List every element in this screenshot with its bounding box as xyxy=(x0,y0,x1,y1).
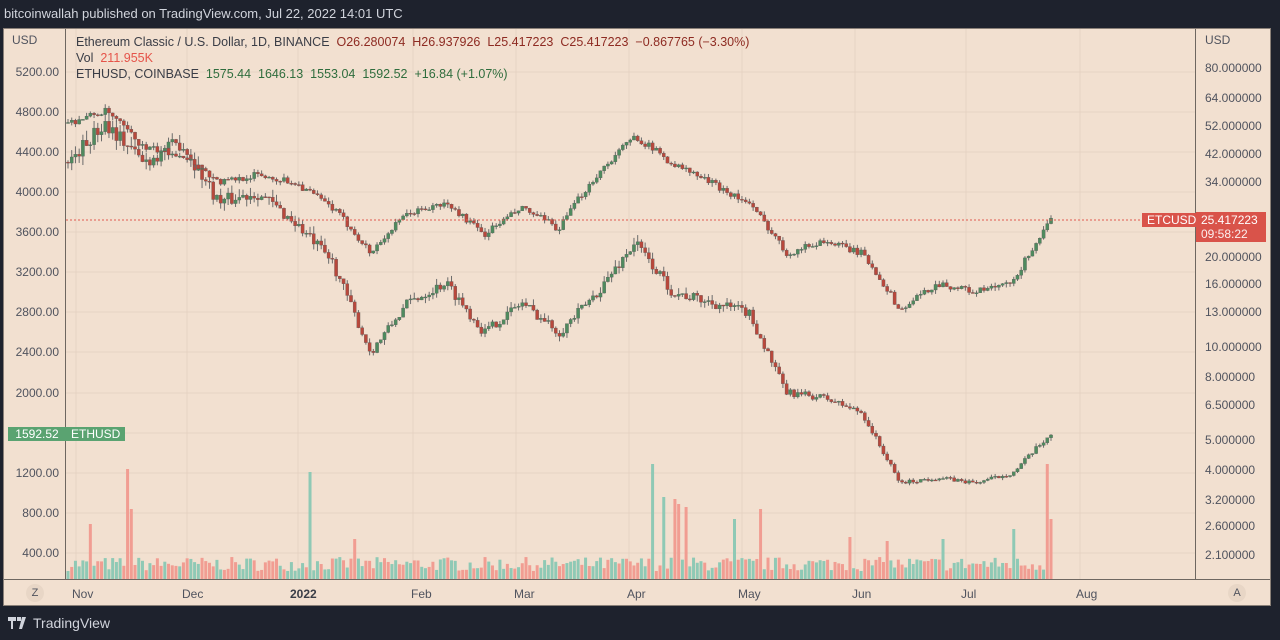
left-axis-label: 2400.00 xyxy=(15,345,59,359)
left-axis-label: 1200.00 xyxy=(15,466,59,480)
right-axis-label: 8.000000 xyxy=(1205,370,1256,384)
etc-bar-countdown: 09:58:22 xyxy=(1201,227,1248,241)
publish-header: bitcoinwallah published on TradingView.c… xyxy=(0,0,1280,28)
right-axis-label: 6.500000 xyxy=(1205,398,1256,412)
right-axis-label: 52.000000 xyxy=(1205,119,1262,133)
etc-last-price: 25.417223 xyxy=(1201,213,1258,227)
left-axis-label: 3600.00 xyxy=(15,225,59,239)
left-axis-label: 4400.00 xyxy=(15,145,59,159)
volume-legend-row: Vol 211.955K xyxy=(76,50,749,66)
etc-low: L25.417223 xyxy=(487,35,554,49)
right-price-axis[interactable]: USD 80.000000 64.000000 52.000000 42.000… xyxy=(1195,29,1270,579)
time-label: Mar xyxy=(514,587,535,601)
volume-value: 211.955K xyxy=(100,51,153,65)
candlestick-plot[interactable] xyxy=(66,29,1195,579)
time-label: 2022 xyxy=(290,587,317,601)
tradingview-logo-icon xyxy=(8,617,26,629)
left-price-axis[interactable]: USD 5200.00 4800.00 4400.00 4000.00 3600… xyxy=(4,29,66,579)
left-axis-label: 800.00 xyxy=(22,506,59,520)
right-axis-label: 2.600000 xyxy=(1205,519,1256,533)
brand-name: TradingView xyxy=(33,615,111,631)
etc-last-price-tag: 25.417223 09:58:22 xyxy=(1196,212,1266,242)
eth-symbol-tag: ETHUSD xyxy=(66,427,126,441)
chart-pane[interactable]: Ethereum Classic / U.S. Dollar, 1D, BINA… xyxy=(66,29,1202,579)
time-axis[interactable]: Z Nov Dec 2022 Feb Mar Apr May Jun Jul A… xyxy=(4,579,1270,605)
eth-close: 1592.52 xyxy=(362,67,408,81)
left-axis-label: 4000.00 xyxy=(15,185,59,199)
etc-legend-row: Ethereum Classic / U.S. Dollar, 1D, BINA… xyxy=(76,34,749,50)
right-axis-label: 3.200000 xyxy=(1205,493,1256,507)
chart-frame: USD 5200.00 4800.00 4400.00 4000.00 3600… xyxy=(3,28,1271,606)
eth-symbol-title[interactable]: ETHUSD, COINBASE xyxy=(76,67,199,81)
right-axis-label: 34.000000 xyxy=(1205,175,1262,189)
time-label: Dec xyxy=(182,587,204,601)
etc-open: O26.280074 xyxy=(336,35,406,49)
footer: TradingView xyxy=(0,606,1280,640)
right-axis-label: 13.000000 xyxy=(1205,305,1262,319)
zoom-button[interactable]: Z xyxy=(26,584,44,602)
time-label: Aug xyxy=(1076,587,1098,601)
eth-change: +16.84 (+1.07%) xyxy=(414,67,508,81)
left-axis-label: 2800.00 xyxy=(15,305,59,319)
time-label: May xyxy=(738,587,761,601)
eth-low: 1553.04 xyxy=(310,67,356,81)
left-axis-unit: USD xyxy=(12,33,38,47)
time-label: Apr xyxy=(627,587,646,601)
right-axis-label: 16.000000 xyxy=(1205,277,1262,291)
tradingview-logo[interactable]: TradingView xyxy=(8,615,110,631)
etc-symbol-tag: ETCUSD xyxy=(1142,213,1202,227)
auto-scale-button[interactable]: A xyxy=(1228,584,1246,602)
right-axis-label: 80.000000 xyxy=(1205,61,1262,75)
time-label: Jun xyxy=(852,587,872,601)
right-axis-label: 5.000000 xyxy=(1205,433,1256,447)
etc-high: H26.937926 xyxy=(412,35,481,49)
etc-close: C25.417223 xyxy=(560,35,629,49)
right-axis-label: 20.000000 xyxy=(1205,250,1262,264)
time-label: Nov xyxy=(72,587,94,601)
left-axis-label: 4800.00 xyxy=(15,105,59,119)
volume-label[interactable]: Vol xyxy=(76,51,94,65)
left-axis-label: 400.00 xyxy=(22,546,59,560)
right-axis-label: 64.000000 xyxy=(1205,91,1262,105)
left-axis-label: 5200.00 xyxy=(15,65,59,79)
right-axis-label: 2.100000 xyxy=(1205,548,1256,562)
etc-symbol-title[interactable]: Ethereum Classic / U.S. Dollar, 1D, BINA… xyxy=(76,35,330,49)
chart-legend: Ethereum Classic / U.S. Dollar, 1D, BINA… xyxy=(76,34,749,82)
eth-legend-row: ETHUSD, COINBASE 1575.44 1646.13 1553.04… xyxy=(76,66,749,82)
time-label: Jul xyxy=(961,587,977,601)
right-axis-label: 10.000000 xyxy=(1205,340,1262,354)
eth-price-tag: 1592.52 xyxy=(8,427,66,441)
right-axis-label: 42.000000 xyxy=(1205,147,1262,161)
etc-change: −0.867765 (−3.30%) xyxy=(635,35,750,49)
right-axis-unit: USD xyxy=(1205,33,1231,47)
left-axis-label: 3200.00 xyxy=(15,265,59,279)
eth-open: 1575.44 xyxy=(205,67,252,81)
time-label: Feb xyxy=(411,587,432,601)
left-axis-label: 2000.00 xyxy=(15,386,59,400)
right-axis-label: 4.000000 xyxy=(1205,463,1256,477)
eth-high: 1646.13 xyxy=(258,67,304,81)
